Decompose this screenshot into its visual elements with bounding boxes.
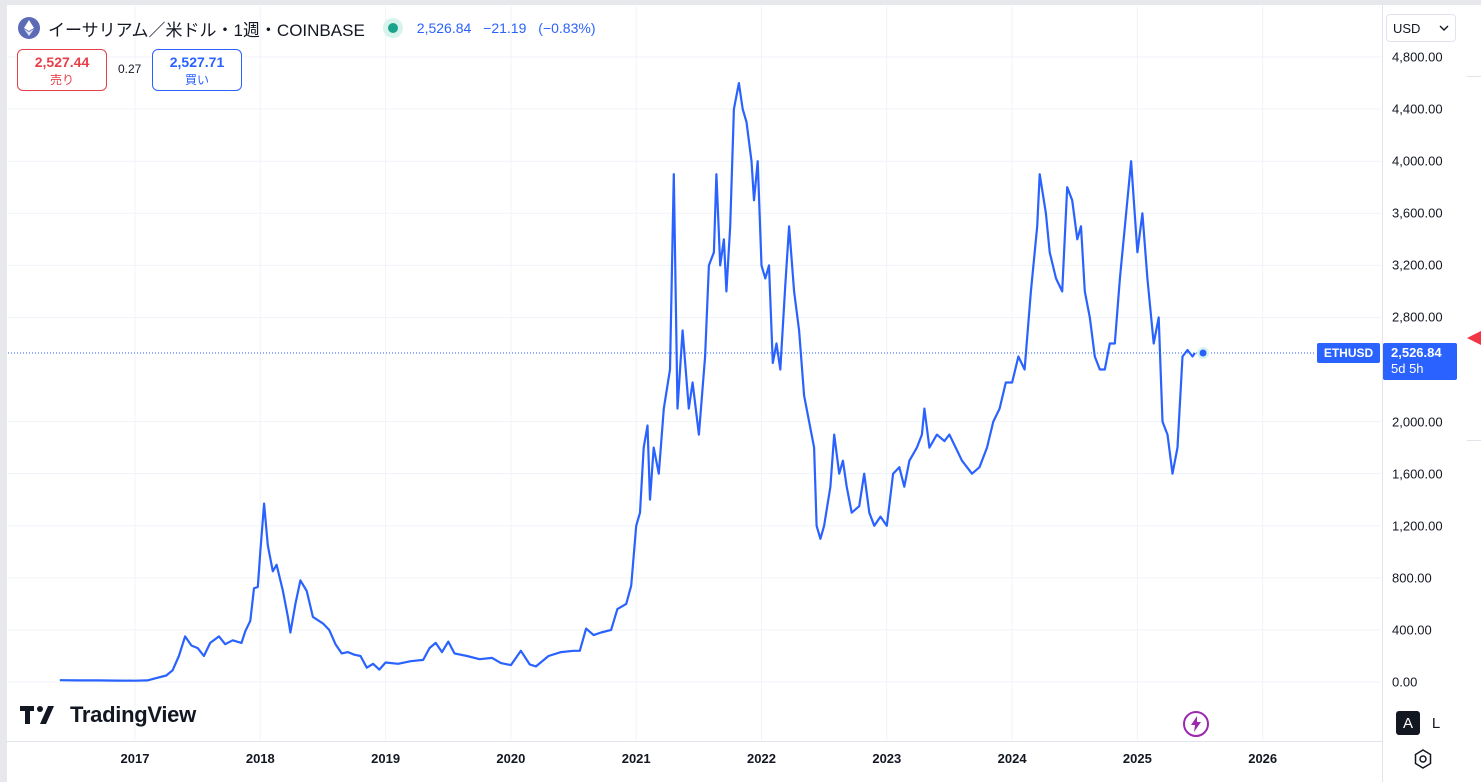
y-tick-label: 1,200.00: [1392, 518, 1443, 534]
y-tick-label: 4,000.00: [1392, 153, 1443, 169]
price-info: 2,526.84 −21.19 (−0.83%): [417, 20, 604, 36]
x-tick-label: 2021: [621, 751, 651, 766]
buy-price: 2,527.71: [169, 54, 225, 70]
sell-price: 2,527.44: [34, 54, 90, 70]
x-tick-label: 2018: [245, 751, 275, 766]
flash-icon[interactable]: [1183, 711, 1209, 737]
x-tick-label: 2019: [371, 751, 401, 766]
chevron-down-icon: [1439, 25, 1449, 31]
settings-icon[interactable]: [1412, 748, 1434, 770]
currency-select[interactable]: USD: [1386, 14, 1456, 42]
symbol-title[interactable]: イーサリアム／米ドル・1週・COINBASE: [48, 20, 365, 40]
y-tick-label: 0.00: [1392, 674, 1418, 690]
sell-button[interactable]: 2,527.44 売り: [17, 49, 107, 91]
last-price: 2,526.84: [416, 20, 472, 36]
price-change-pct: (−0.83%): [538, 20, 596, 36]
y-tick-label: 400.00: [1392, 622, 1432, 638]
y-tick-label: 4,400.00: [1392, 101, 1443, 117]
price-change: −21.19: [483, 20, 527, 36]
auto-scale-button[interactable]: A: [1396, 711, 1420, 735]
x-tick-label: 2024: [997, 751, 1027, 766]
last-bar-marker: [1199, 349, 1207, 357]
x-tick-label: 2025: [1122, 751, 1152, 766]
x-tick-label: 2023: [872, 751, 902, 766]
time-axis-border: [7, 741, 1382, 742]
bar-countdown: 5d 5h: [1391, 361, 1424, 376]
x-tick-label: 2017: [120, 751, 150, 766]
y-tick-label: 1,600.00: [1392, 466, 1443, 482]
symbol-price-tag: ETHUSD: [1317, 343, 1380, 363]
panel-divider: [1467, 76, 1481, 77]
tradingview-logo[interactable]: TradingView: [20, 702, 196, 728]
live-status-icon: [382, 18, 403, 38]
y-tick-label: 2,000.00: [1392, 414, 1443, 430]
spread-value: 0.27: [118, 62, 142, 76]
y-tick-label: 4,800.00: [1392, 49, 1443, 65]
panel-divider: [1467, 440, 1481, 441]
x-tick-label: 2026: [1248, 751, 1278, 766]
y-tick-label: 2,800.00: [1392, 309, 1443, 325]
price-axis-border: [1382, 5, 1383, 782]
x-tick-label: 2022: [747, 751, 776, 766]
tradingview-logo-icon: [20, 706, 54, 724]
last-price-tag-value: 2,526.84: [1391, 345, 1442, 360]
tradingview-logo-text: TradingView: [70, 702, 196, 727]
chart-header: イーサリアム／米ドル・1週・COINBASE 2,526.84 −21.19 (…: [18, 14, 603, 42]
y-tick-label: 3,600.00: [1392, 205, 1443, 221]
buy-button[interactable]: 2,527.71 買い: [152, 49, 242, 91]
currency-value: USD: [1393, 20, 1421, 36]
ethereum-icon: [18, 17, 40, 39]
x-tick-label: 2020: [496, 751, 526, 766]
price-line-series: [59, 82, 1196, 682]
y-tick-label: 800.00: [1392, 570, 1432, 586]
buy-label: 買い: [184, 73, 209, 87]
last-price-tag: 2,526.84 5d 5h: [1383, 343, 1457, 380]
y-tick-label: 3,200.00: [1392, 257, 1443, 273]
log-scale-button[interactable]: L: [1431, 714, 1441, 732]
sell-label: 売り: [49, 73, 74, 87]
